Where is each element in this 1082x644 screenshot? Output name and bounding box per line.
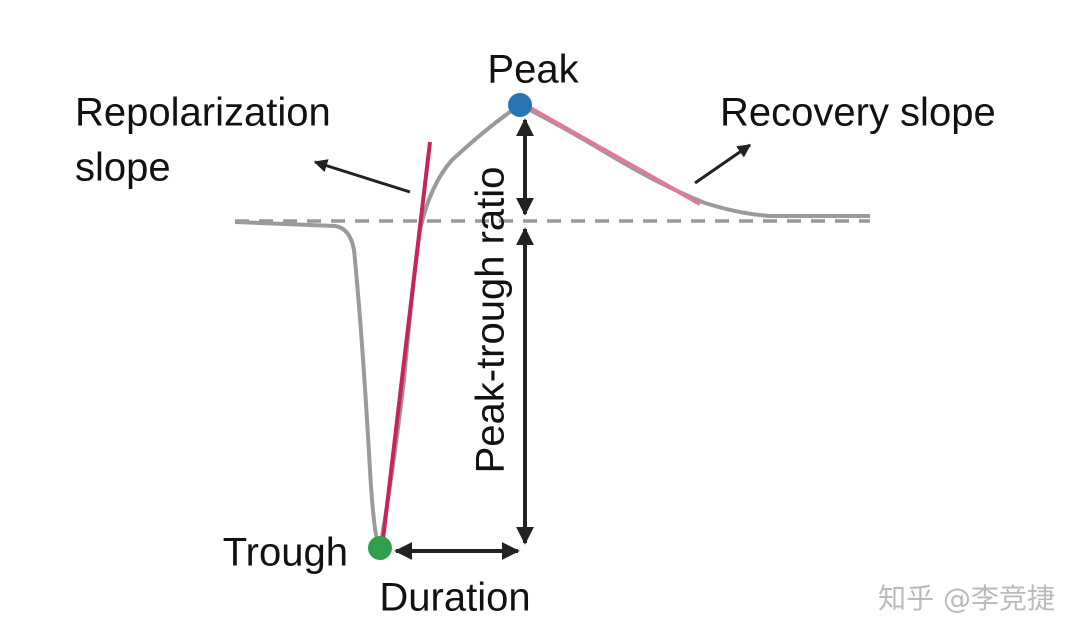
watermark: 知乎 @李竞捷 xyxy=(878,582,1055,615)
ratio-label: Peak-trough ratio xyxy=(469,167,513,474)
recovery-slope-line xyxy=(524,103,701,206)
repolarization-pointer xyxy=(313,159,411,194)
repolarization-label: Repolarization xyxy=(75,91,331,135)
trough-dot xyxy=(368,536,392,560)
duration-label: Duration xyxy=(379,576,530,620)
peak-dot xyxy=(508,93,532,117)
recovery-label: Recovery slope xyxy=(720,91,996,135)
peak-label: Peak xyxy=(487,48,579,92)
repolarization-label: slope xyxy=(75,146,171,190)
repolarization-slope-line xyxy=(380,141,432,549)
waveform xyxy=(234,103,870,550)
trough-label: Trough xyxy=(223,531,348,575)
recovery-pointer xyxy=(694,143,752,185)
